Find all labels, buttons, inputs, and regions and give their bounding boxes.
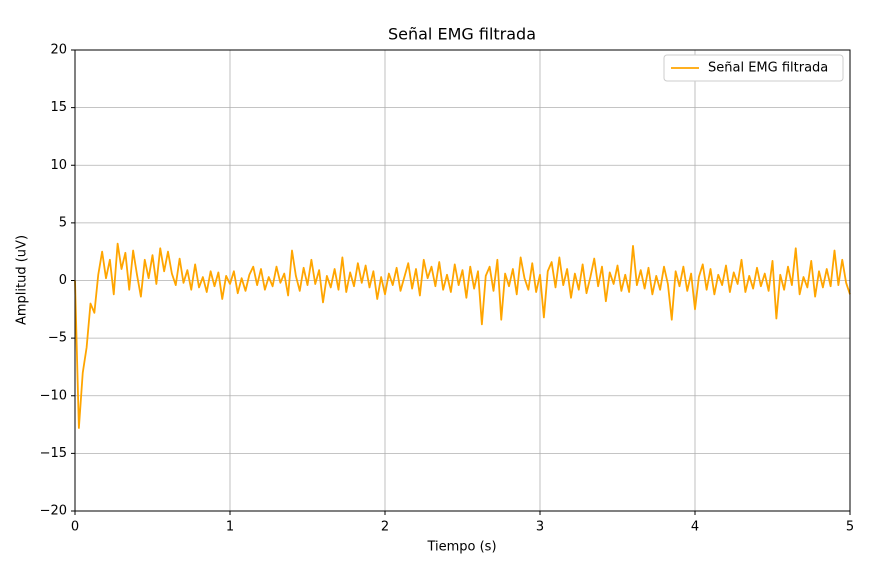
y-tick-label: 20 <box>50 43 67 58</box>
x-axis-label: Tiempo (s) <box>426 540 496 555</box>
y-tick-label: −20 <box>40 504 67 519</box>
x-tick-label: 2 <box>381 520 389 535</box>
y-tick-label: 10 <box>50 158 67 173</box>
y-tick-label: 0 <box>59 273 67 288</box>
y-axis-label: Amplitud (uV) <box>15 235 30 325</box>
x-tick-label: 3 <box>536 520 544 535</box>
y-tick-label: −15 <box>40 446 67 461</box>
data-line <box>74 242 851 429</box>
legend: Señal EMG filtrada <box>663 54 844 82</box>
legend-box <box>663 54 844 82</box>
y-tick-label: −10 <box>40 388 67 403</box>
x-tick-label: 5 <box>846 520 854 535</box>
y-tick-label: 5 <box>59 215 67 230</box>
y-tick-label: 15 <box>50 100 67 115</box>
plot-frame <box>74 49 851 512</box>
x-tick-label: 1 <box>226 520 234 535</box>
x-tick-label: 4 <box>691 520 699 535</box>
y-tick-label: −5 <box>48 331 67 346</box>
chart-title: Señal EMG filtrada <box>388 25 536 44</box>
x-tick-label: 0 <box>71 520 79 535</box>
legend-label: Señal EMG filtrada <box>708 61 828 76</box>
